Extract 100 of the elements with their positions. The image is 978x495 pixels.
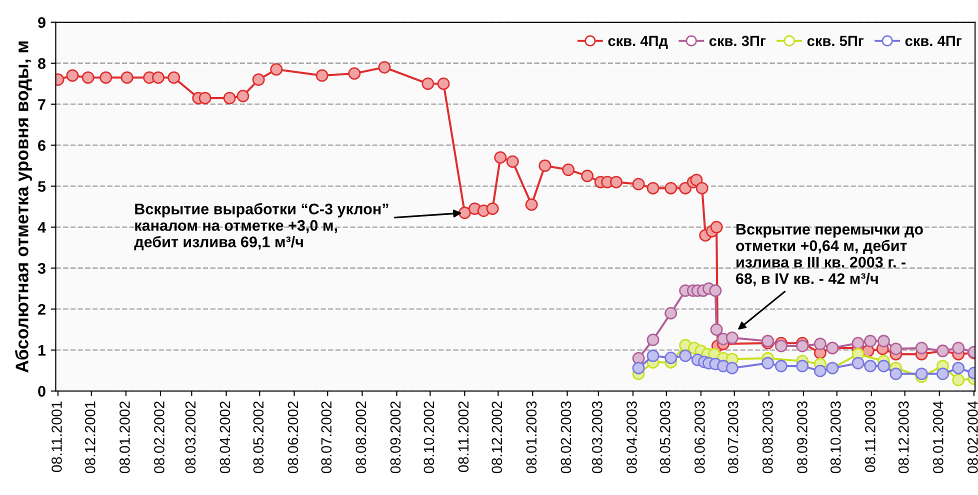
x-tick-label: 08.01.2003 <box>526 401 537 474</box>
point <box>525 198 538 211</box>
y-tick-label: 4 <box>38 222 46 233</box>
point <box>486 202 499 215</box>
x-tick-label: 08.01.2002 <box>120 401 130 474</box>
point <box>709 284 722 297</box>
point <box>494 151 507 164</box>
y-tick-label: 8 <box>38 58 46 69</box>
point <box>877 360 890 372</box>
x-tick-label: 08.12.2002 <box>492 401 502 474</box>
annotation: Вскрытие перемычки до отметки +0,64 м, дебит излива в III кв. 2003 г. - 68, в IV кв. - 42 м³/ч <box>736 224 923 286</box>
point <box>664 352 678 364</box>
x-tick-label: 08.11.2002 <box>458 401 469 472</box>
point <box>458 206 471 220</box>
point <box>890 342 902 356</box>
x-tick-label: 08.07.2003 <box>728 401 738 474</box>
x-tick-label: 08.05.2003 <box>660 401 670 474</box>
point <box>610 176 623 188</box>
legend-label: скв. 5Пг <box>807 36 864 46</box>
point <box>378 61 391 74</box>
x-tick-label: 08.03.2002 <box>185 401 196 474</box>
x-tick-label: 08.01.2004 <box>932 401 944 474</box>
x-tick-label: 08.05.2002 <box>253 401 264 474</box>
point <box>679 350 692 362</box>
x-tick-label: 08.09.2002 <box>390 401 401 474</box>
point <box>100 71 112 84</box>
point <box>348 67 361 80</box>
y-axis-title: Абсолютная отметка уровня воды, м <box>14 41 32 373</box>
legend-label: скв. 4Пд <box>608 36 668 49</box>
point <box>936 368 949 380</box>
point <box>646 182 660 194</box>
y-tick-label: 7 <box>38 99 46 110</box>
point <box>952 374 965 386</box>
point <box>538 159 552 172</box>
point <box>890 368 902 380</box>
x-tick-label: 08.06.2003 <box>694 401 705 474</box>
point <box>774 340 788 352</box>
y-tick-label: 9 <box>38 17 46 28</box>
point <box>198 92 212 104</box>
y-tick-label: 0 <box>38 386 46 397</box>
point <box>762 356 774 370</box>
point <box>632 362 645 374</box>
x-tick-label: 08.11.2001 <box>52 401 62 472</box>
point <box>664 306 678 320</box>
point <box>696 182 708 194</box>
x-tick-label: 08.10.2003 <box>830 401 841 474</box>
point <box>774 360 788 372</box>
point <box>710 220 723 234</box>
point <box>506 155 519 168</box>
x-tick-label: 08.12.2001 <box>84 401 96 474</box>
point <box>223 92 236 104</box>
x-tick-label: 08.06.2002 <box>288 401 298 474</box>
x-tick-label: 08.04.2002 <box>220 401 230 474</box>
point <box>646 334 660 346</box>
x-tick-label: 08.02.2004 <box>968 401 978 474</box>
annotation: Вскрытие выработки “С-3 уклон” каналом на отметке +3,0 м, дебит излива 69,1 м³/ч <box>134 203 388 250</box>
point <box>915 342 928 354</box>
y-tick-label: 1 <box>38 345 46 356</box>
point <box>726 362 738 374</box>
point <box>814 338 826 350</box>
y-tick-label: 2 <box>38 304 46 315</box>
point <box>852 356 864 370</box>
y-tick-label: 5 <box>38 181 46 192</box>
point <box>82 71 94 84</box>
point <box>852 336 864 350</box>
x-tick-label: 08.02.2003 <box>560 401 572 474</box>
point <box>422 77 434 90</box>
point <box>796 360 809 372</box>
point <box>864 334 877 348</box>
point <box>952 342 965 354</box>
x-tick-label: 08.04.2003 <box>626 401 637 474</box>
point <box>664 182 678 194</box>
x-tick-label: 08.08.2002 <box>356 401 366 474</box>
point <box>236 90 250 102</box>
y-tick-label: 6 <box>38 140 46 151</box>
point <box>168 71 180 84</box>
x-tick-label: 08.02.2002 <box>154 401 164 474</box>
point <box>270 63 283 76</box>
point <box>581 170 594 182</box>
point <box>864 360 877 372</box>
point <box>796 340 809 352</box>
point <box>437 77 450 90</box>
legend-label: скв. 3Пг <box>709 36 766 46</box>
point <box>632 178 645 190</box>
point <box>679 182 692 194</box>
x-tick-label: 08.11.2003 <box>865 401 876 472</box>
point <box>120 71 134 84</box>
x-tick-label: 08.09.2003 <box>797 401 808 474</box>
x-tick-label: 08.10.2002 <box>424 401 434 474</box>
point <box>562 164 575 176</box>
y-tick-label: 3 <box>38 262 46 274</box>
point <box>710 323 723 336</box>
x-tick-label: 08.08.2003 <box>762 401 773 474</box>
point <box>915 368 928 380</box>
point <box>66 69 79 82</box>
point <box>814 364 826 378</box>
point <box>152 71 165 84</box>
x-tick-label: 08.07.2002 <box>321 401 332 474</box>
point <box>726 332 738 344</box>
x-tick-label: 08.03.2003 <box>592 401 602 474</box>
